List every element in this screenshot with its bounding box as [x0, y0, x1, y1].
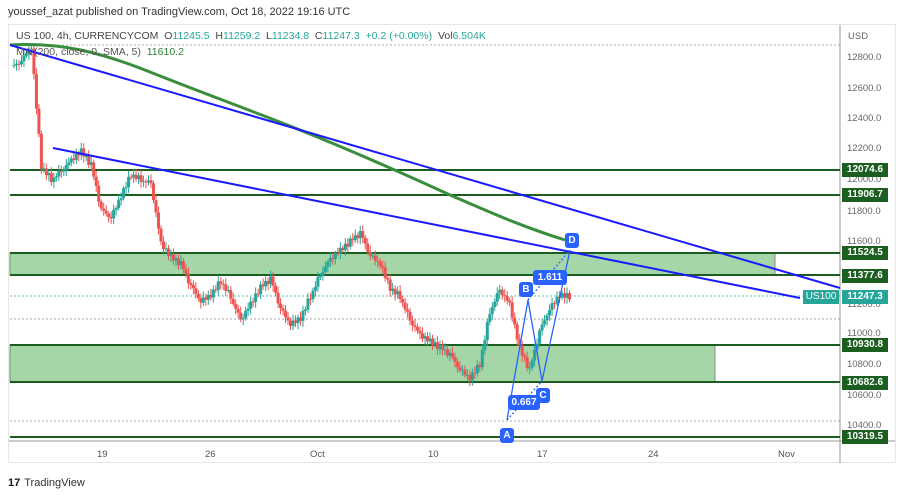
trendline-lower	[52, 147, 801, 299]
ohlc-legend: US 100, 4h, CURRENCYCOM O11245.5 H11259.…	[16, 30, 486, 42]
level-tag: 12074.6	[842, 163, 888, 177]
tv-logo-icon: 17	[8, 477, 21, 489]
price-tick: 11200.0	[847, 299, 881, 310]
price-tick: 12400.0	[847, 113, 882, 124]
time-tick: 26	[205, 449, 216, 460]
time-tick: 10	[428, 449, 439, 460]
pattern-point-b[interactable]: B	[519, 282, 533, 297]
time-tick: Oct	[310, 449, 325, 460]
price-tick: 11800.0	[847, 206, 881, 217]
price-tick: 12000.0	[847, 174, 882, 185]
low-value: 11234.8	[271, 30, 310, 42]
vol-value: 6.504K	[452, 30, 486, 42]
pattern-point-d[interactable]: D	[565, 233, 579, 248]
publish-info: youssef_azat published on TradingView.co…	[8, 6, 351, 18]
time-tick: 24	[648, 449, 659, 460]
currency-label: USD	[848, 31, 869, 42]
vol-label: Vol	[437, 30, 453, 42]
price-tick: 12800.0	[847, 52, 882, 63]
time-tick: Nov	[778, 449, 795, 460]
price-tick: 12600.0	[847, 83, 882, 94]
close-value: 11247.3	[322, 30, 360, 42]
change-value: +0.2 (+0.00%)	[365, 30, 433, 42]
low-label: L	[266, 30, 272, 42]
level-tag: 10319.5	[842, 430, 888, 444]
ma-label: MA (200, close, 0, SMA, 5)	[16, 46, 141, 58]
brand-name: TradingView	[24, 477, 85, 489]
ratio-label-0667[interactable]: 0.667	[508, 395, 540, 410]
ma-legend[interactable]: MA (200, close, 0, SMA, 5) 11610.2	[16, 46, 184, 58]
current-price-tag: 11247.3	[842, 290, 888, 304]
price-tick: 11600.0	[847, 236, 881, 247]
symbol-tag: US100	[803, 290, 839, 304]
price-tick: 11000.0	[847, 328, 881, 339]
price-tick: 10800.0	[847, 359, 882, 370]
close-label: C	[314, 30, 323, 42]
level-tag: 10930.8	[842, 338, 888, 352]
ma200-line	[9, 43, 566, 242]
high-value: 11259.2	[223, 30, 261, 42]
open-label: O	[164, 30, 173, 42]
time-tick: 17	[537, 449, 548, 460]
level-tag: 11906.7	[842, 188, 888, 202]
symbol-label: US 100, 4h, CURRENCYCOM	[16, 30, 159, 42]
level-tag: 10682.6	[842, 376, 888, 390]
chart-frame	[8, 24, 896, 463]
horizontal-levels	[10, 169, 840, 438]
resistance-zone	[9, 252, 776, 276]
price-tick: 10400.0	[847, 420, 882, 431]
trendline-upper	[9, 44, 841, 289]
open-value: 11245.5	[172, 30, 210, 42]
support-zone	[9, 344, 716, 383]
price-tick: 12200.0	[847, 143, 882, 154]
level-tag: 11377.6	[842, 269, 888, 283]
price-tick: 10600.0	[847, 390, 882, 401]
ratio-label-1611[interactable]: 1.611	[533, 270, 567, 285]
ma-value: 11610.2	[146, 46, 184, 58]
tradingview-logo[interactable]: 17 TradingView	[8, 477, 85, 489]
level-tag: 11524.5	[842, 246, 888, 260]
high-label: H	[215, 30, 224, 42]
time-tick: 19	[97, 449, 108, 460]
candlesticks	[12, 43, 572, 387]
pattern-point-a[interactable]: A	[500, 428, 514, 443]
